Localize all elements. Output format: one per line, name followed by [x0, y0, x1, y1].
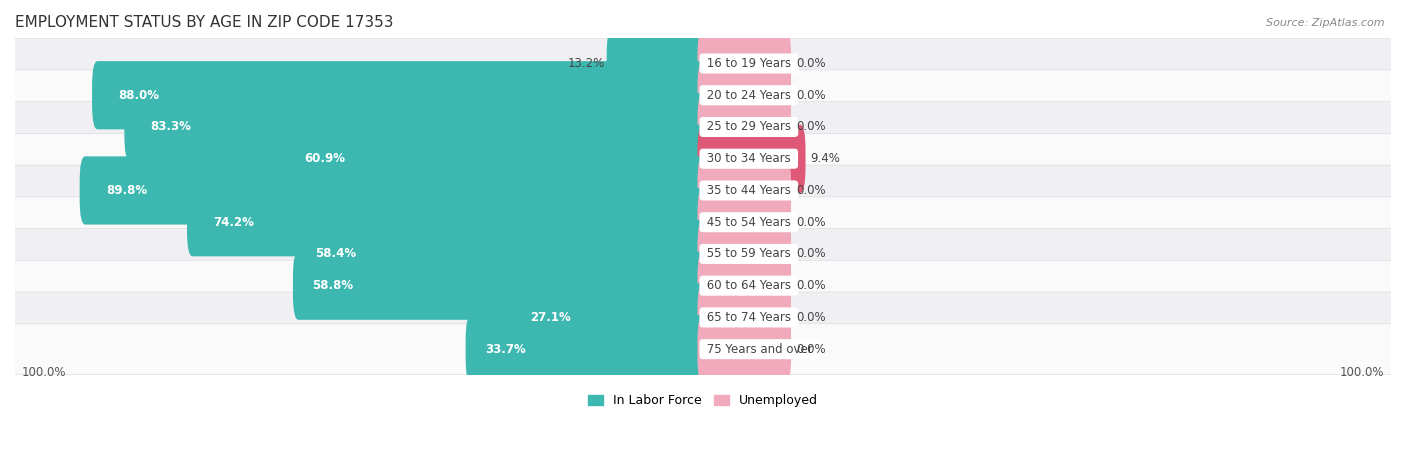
Text: 0.0%: 0.0%: [796, 311, 825, 324]
Text: 58.8%: 58.8%: [312, 279, 353, 292]
Text: 100.0%: 100.0%: [1340, 367, 1384, 379]
FancyBboxPatch shape: [13, 38, 1393, 89]
Text: 0.0%: 0.0%: [796, 184, 825, 197]
Text: 60 to 64 Years: 60 to 64 Years: [703, 279, 794, 292]
Text: 20 to 24 Years: 20 to 24 Years: [703, 89, 794, 102]
Text: 83.3%: 83.3%: [150, 120, 191, 133]
FancyBboxPatch shape: [13, 324, 1393, 374]
FancyBboxPatch shape: [697, 220, 792, 288]
Text: 25 to 29 Years: 25 to 29 Years: [703, 120, 794, 133]
FancyBboxPatch shape: [13, 70, 1393, 120]
Text: 9.4%: 9.4%: [810, 152, 841, 165]
FancyBboxPatch shape: [465, 315, 709, 383]
Text: 55 to 59 Years: 55 to 59 Years: [703, 248, 794, 260]
Text: 0.0%: 0.0%: [796, 57, 825, 70]
FancyBboxPatch shape: [187, 188, 709, 256]
FancyBboxPatch shape: [697, 156, 792, 225]
FancyBboxPatch shape: [124, 93, 709, 161]
FancyBboxPatch shape: [13, 229, 1393, 279]
Text: 65 to 74 Years: 65 to 74 Years: [703, 311, 794, 324]
Text: 60.9%: 60.9%: [305, 152, 346, 165]
Text: 33.7%: 33.7%: [485, 343, 526, 356]
FancyBboxPatch shape: [295, 220, 709, 288]
Text: 0.0%: 0.0%: [796, 279, 825, 292]
FancyBboxPatch shape: [13, 101, 1393, 152]
Text: 0.0%: 0.0%: [796, 343, 825, 356]
Text: 0.0%: 0.0%: [796, 120, 825, 133]
Text: 13.2%: 13.2%: [568, 57, 606, 70]
Text: 74.2%: 74.2%: [214, 216, 254, 229]
FancyBboxPatch shape: [13, 133, 1393, 184]
FancyBboxPatch shape: [697, 29, 792, 97]
FancyBboxPatch shape: [80, 156, 709, 225]
Text: Source: ZipAtlas.com: Source: ZipAtlas.com: [1267, 18, 1385, 28]
FancyBboxPatch shape: [697, 252, 792, 320]
Text: 0.0%: 0.0%: [796, 216, 825, 229]
FancyBboxPatch shape: [697, 124, 806, 193]
FancyBboxPatch shape: [697, 188, 792, 256]
FancyBboxPatch shape: [292, 252, 709, 320]
FancyBboxPatch shape: [13, 197, 1393, 248]
FancyBboxPatch shape: [697, 283, 792, 351]
FancyBboxPatch shape: [91, 61, 709, 129]
FancyBboxPatch shape: [697, 93, 792, 161]
FancyBboxPatch shape: [510, 283, 709, 351]
Text: 0.0%: 0.0%: [796, 248, 825, 260]
Text: 16 to 19 Years: 16 to 19 Years: [703, 57, 794, 70]
Text: 89.8%: 89.8%: [105, 184, 148, 197]
Text: 100.0%: 100.0%: [22, 367, 66, 379]
Text: 45 to 54 Years: 45 to 54 Years: [703, 216, 794, 229]
Text: 88.0%: 88.0%: [118, 89, 159, 102]
FancyBboxPatch shape: [278, 124, 709, 193]
Text: 58.4%: 58.4%: [315, 248, 356, 260]
FancyBboxPatch shape: [13, 260, 1393, 311]
Legend: In Labor Force, Unemployed: In Labor Force, Unemployed: [583, 389, 823, 412]
FancyBboxPatch shape: [13, 292, 1393, 343]
Text: EMPLOYMENT STATUS BY AGE IN ZIP CODE 17353: EMPLOYMENT STATUS BY AGE IN ZIP CODE 173…: [15, 15, 394, 30]
Text: 30 to 34 Years: 30 to 34 Years: [703, 152, 794, 165]
FancyBboxPatch shape: [606, 29, 709, 97]
FancyBboxPatch shape: [697, 315, 792, 383]
Text: 75 Years and over: 75 Years and over: [703, 343, 817, 356]
FancyBboxPatch shape: [697, 61, 792, 129]
FancyBboxPatch shape: [13, 165, 1393, 216]
Text: 35 to 44 Years: 35 to 44 Years: [703, 184, 794, 197]
Text: 27.1%: 27.1%: [530, 311, 571, 324]
Text: 0.0%: 0.0%: [796, 89, 825, 102]
